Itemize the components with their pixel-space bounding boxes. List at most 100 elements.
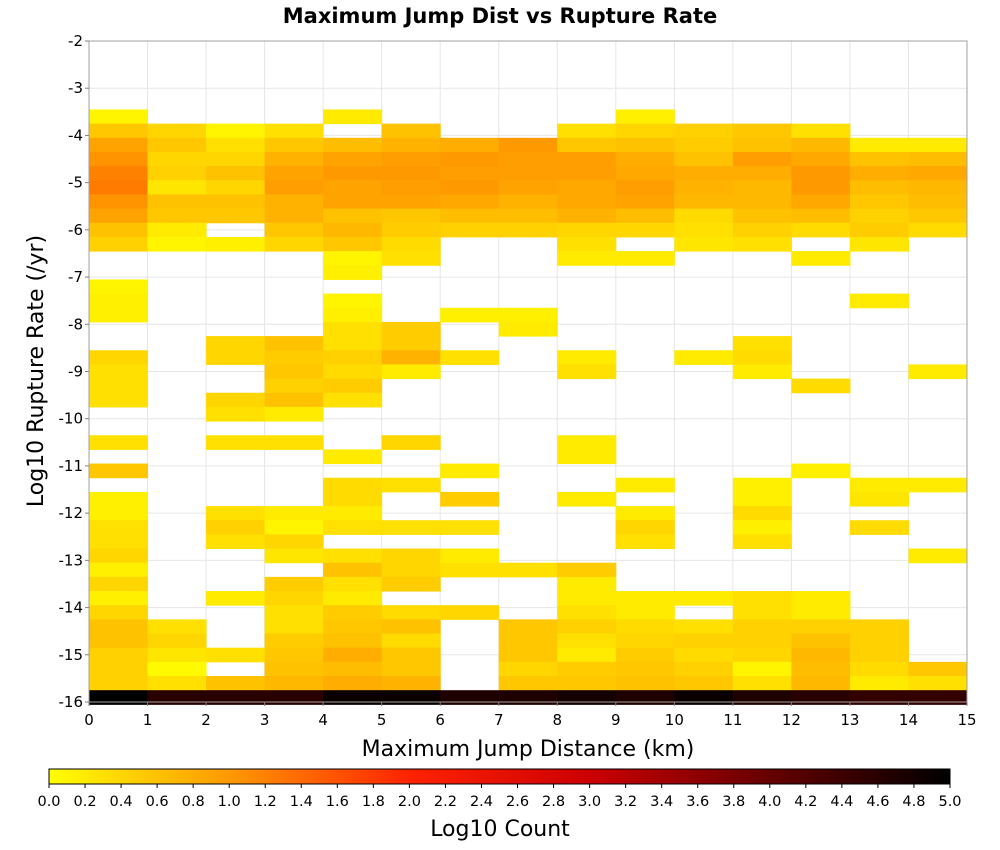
heatmap-cell <box>849 619 909 635</box>
heatmap-cell <box>791 378 851 394</box>
heatmap-cell <box>849 647 909 663</box>
heatmap-cell <box>89 166 149 181</box>
heatmap-cell <box>89 350 149 365</box>
heatmap-cell <box>615 591 675 606</box>
heatmap-cell <box>674 123 734 139</box>
colorbar-tick-label: 0.4 <box>110 794 133 810</box>
x-tick-label: 5 <box>377 711 387 729</box>
heatmap-cell <box>849 690 909 705</box>
x-axis-label: Maximum Jump Distance (km) <box>362 737 695 762</box>
heatmap-cell <box>89 506 149 521</box>
heatmap-cell <box>264 194 324 210</box>
heatmap-cell <box>440 166 500 181</box>
heatmap-cell <box>440 562 500 578</box>
heatmap-cell <box>908 690 968 705</box>
heatmap-cell <box>791 251 851 266</box>
heatmap-cell <box>615 477 675 493</box>
heatmap-cell <box>908 166 968 181</box>
heatmap-cell <box>264 166 324 181</box>
heatmap-cell <box>849 137 909 153</box>
heatmap-cell <box>908 194 968 210</box>
heatmap-cell <box>498 208 558 224</box>
heatmap-cell <box>908 676 968 691</box>
heatmap-cell <box>791 137 851 153</box>
heatmap-cell <box>849 166 909 181</box>
heatmap-cell <box>440 463 500 479</box>
colorbar-tick-label: 3.2 <box>614 794 637 810</box>
heatmap-cell <box>849 222 909 238</box>
heatmap-cell <box>791 194 851 210</box>
heatmap-cell <box>674 647 734 663</box>
colorbar-tick-label: 0.0 <box>37 794 60 810</box>
colorbar-label: Log10 Count <box>430 817 570 842</box>
colorbar-tick-label: 2.8 <box>542 794 565 810</box>
x-tick-label: 4 <box>318 711 328 729</box>
heatmap-cell <box>674 180 734 195</box>
heatmap-cell <box>147 236 207 252</box>
heatmap-cell <box>264 378 324 394</box>
heatmap-cell <box>557 661 617 677</box>
heatmap-cell <box>381 633 441 649</box>
heatmap-cell <box>89 576 149 592</box>
heatmap-cell <box>147 194 207 210</box>
x-axis-ticks: 0 1 2 3 4 5 6 7 8 9 10 11 12 13 14 15 <box>84 702 977 729</box>
heatmap-cell <box>264 661 324 677</box>
heatmap-cell <box>674 690 734 705</box>
heatmap-cell <box>557 647 617 663</box>
heatmap-cell <box>908 180 968 195</box>
heatmap-cell <box>557 166 617 181</box>
heatmap-cell <box>323 194 383 210</box>
heatmap-cell <box>732 534 792 550</box>
heatmap-cell <box>147 619 207 635</box>
heatmap-cell <box>264 336 324 351</box>
heatmap-cell <box>732 123 792 139</box>
heatmap-cell <box>147 166 207 181</box>
heatmap-cell <box>498 690 558 705</box>
y-tick-label: -15 <box>59 646 84 664</box>
colorbar-tick-label: 1.0 <box>218 794 241 810</box>
heatmap-cell <box>498 166 558 181</box>
heatmap-cell <box>89 279 149 295</box>
heatmap-cell <box>557 137 617 153</box>
heatmap-cell <box>89 137 149 153</box>
heatmap-cell <box>323 307 383 323</box>
heatmap-cell <box>674 166 734 181</box>
heatmap-cell <box>908 137 968 153</box>
heatmap-cell <box>557 491 617 507</box>
heatmap-cell <box>557 690 617 705</box>
heatmap-cells <box>89 109 968 705</box>
heatmap-cell <box>381 336 441 351</box>
heatmap-cell <box>615 137 675 153</box>
heatmap-cell <box>791 123 851 139</box>
heatmap-cell <box>381 364 441 380</box>
colorbar-ticks: 0.0 0.2 0.4 0.6 0.8 1.0 1.2 1.4 1.6 1.8 2.0 2.2 2.4 2… <box>37 784 962 810</box>
heatmap-cell <box>557 676 617 691</box>
heatmap-cell <box>381 236 441 252</box>
heatmap-cell <box>381 676 441 691</box>
x-tick-label: 14 <box>899 711 918 729</box>
heatmap-cell <box>381 435 441 450</box>
heatmap-cell <box>557 236 617 252</box>
heatmap-cell <box>206 350 266 365</box>
colorbar-tick-label: 0.8 <box>182 794 205 810</box>
colorbar-tick-label: 2.4 <box>470 794 493 810</box>
heatmap-cell <box>615 605 675 620</box>
y-tick-label: -16 <box>59 693 84 711</box>
heatmap-cell <box>791 151 851 167</box>
heatmap-cell <box>323 520 383 535</box>
heatmap-cell <box>849 151 909 167</box>
heatmap-cell <box>849 491 909 507</box>
heatmap-cell <box>323 336 383 351</box>
heatmap-cell <box>732 477 792 493</box>
heatmap-cell <box>791 633 851 649</box>
heatmap-cell <box>323 661 383 677</box>
heatmap-cell <box>264 406 324 422</box>
heatmap-cell <box>615 166 675 181</box>
heatmap-cell <box>147 633 207 649</box>
heatmap-cell <box>791 676 851 691</box>
heatmap-cell <box>323 449 383 465</box>
heatmap-cell <box>440 180 500 195</box>
heatmap-cell <box>264 236 324 252</box>
heatmap-cell <box>440 208 500 224</box>
heatmap-cell <box>323 222 383 238</box>
